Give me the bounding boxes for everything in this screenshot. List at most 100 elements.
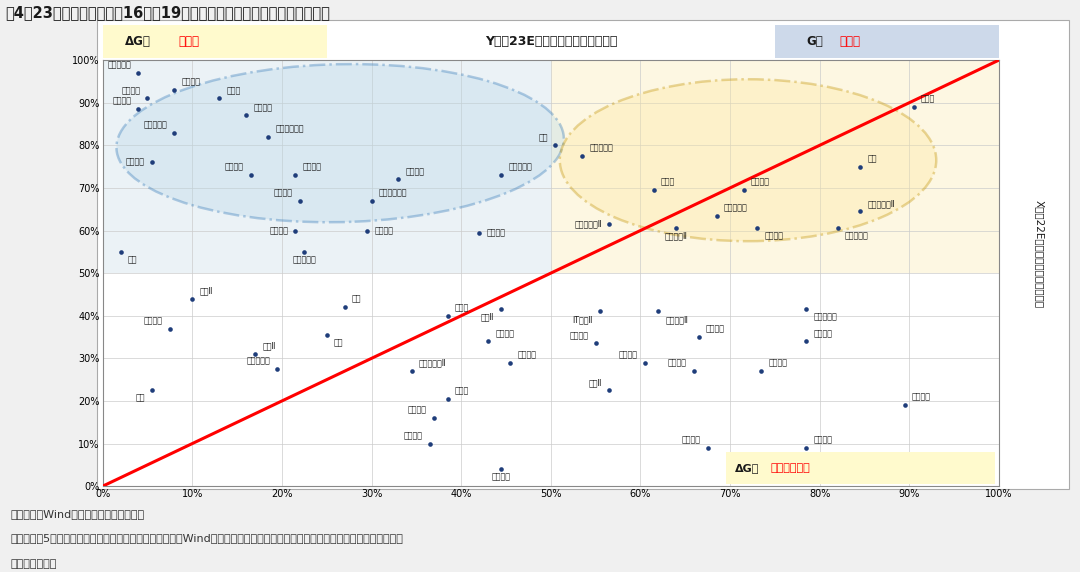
Point bbox=[144, 386, 161, 395]
Text: 休闲食品: 休闲食品 bbox=[406, 167, 424, 176]
Text: 不代表行业增速: 不代表行业增速 bbox=[11, 559, 57, 569]
Text: 数字媒体: 数字媒体 bbox=[269, 226, 288, 235]
Text: 个护用品: 个护用品 bbox=[517, 350, 537, 359]
Point bbox=[184, 294, 201, 303]
Text: 非白酒: 非白酒 bbox=[455, 303, 469, 312]
Text: ΔG：: ΔG： bbox=[734, 463, 759, 473]
Text: 光伏设备: 光伏设备 bbox=[912, 393, 931, 402]
Point bbox=[932, 464, 949, 474]
Point bbox=[492, 464, 510, 474]
Point bbox=[130, 68, 147, 77]
Point bbox=[363, 196, 380, 205]
Point bbox=[144, 158, 161, 167]
Text: 工业金属: 工业金属 bbox=[669, 359, 687, 368]
Text: 农化制品: 农化制品 bbox=[948, 457, 967, 466]
Text: 通信服务: 通信服务 bbox=[492, 472, 511, 482]
Point bbox=[788, 464, 806, 474]
Text: 生物制品: 生物制品 bbox=[253, 103, 272, 112]
Text: 医药商业: 医药商业 bbox=[408, 406, 427, 415]
Text: 普钢: 普钢 bbox=[135, 394, 145, 403]
Point bbox=[645, 185, 662, 194]
Ellipse shape bbox=[559, 80, 936, 241]
Text: 商用车: 商用车 bbox=[227, 86, 241, 95]
Text: 证券Ⅱ: 证券Ⅱ bbox=[200, 287, 213, 295]
Point bbox=[502, 358, 519, 367]
Point bbox=[667, 224, 685, 233]
Point bbox=[905, 102, 922, 112]
Text: 白色家电: 白色家电 bbox=[404, 431, 422, 440]
Point bbox=[798, 305, 815, 314]
Point bbox=[421, 439, 438, 448]
Text: 高弹性: 高弹性 bbox=[179, 35, 200, 48]
Point bbox=[896, 400, 914, 410]
FancyBboxPatch shape bbox=[775, 25, 1008, 58]
Text: 饰品: 饰品 bbox=[334, 338, 343, 347]
Point bbox=[492, 305, 510, 314]
Point bbox=[636, 358, 653, 367]
Text: ΔG：: ΔG： bbox=[125, 35, 151, 48]
Text: 化学制药: 化学制药 bbox=[496, 329, 514, 338]
Text: 能源金属: 能源金属 bbox=[813, 435, 833, 444]
Ellipse shape bbox=[117, 64, 564, 223]
Text: 家电零部件Ⅱ: 家电零部件Ⅱ bbox=[867, 199, 895, 208]
FancyBboxPatch shape bbox=[726, 452, 995, 484]
Point bbox=[161, 324, 178, 333]
Text: 行业排名下降: 行业排名下降 bbox=[770, 463, 810, 473]
Text: 化学纤维: 化学纤维 bbox=[125, 158, 145, 167]
Point bbox=[600, 386, 618, 395]
Point bbox=[260, 132, 278, 141]
Point bbox=[440, 311, 457, 320]
Point bbox=[269, 364, 286, 374]
Text: 消费电子: 消费电子 bbox=[569, 331, 589, 340]
Text: 工程机械: 工程机械 bbox=[144, 316, 163, 325]
Text: 保险Ⅱ: 保险Ⅱ bbox=[262, 341, 275, 351]
Text: 电子化学品Ⅱ: 电子化学品Ⅱ bbox=[575, 220, 602, 229]
Point bbox=[690, 332, 707, 341]
Point bbox=[238, 111, 255, 120]
Text: 白酒Ⅱ: 白酒Ⅱ bbox=[589, 378, 602, 387]
Text: 风电设备: 风电设备 bbox=[302, 162, 322, 172]
Text: 文娱用品: 文娱用品 bbox=[706, 325, 725, 333]
Text: 半导体材料: 半导体材料 bbox=[724, 203, 747, 212]
Text: 小家电: 小家电 bbox=[455, 387, 469, 395]
Point bbox=[471, 228, 488, 237]
Text: 广告营销: 广告营销 bbox=[225, 162, 243, 172]
Text: 通信设备: 通信设备 bbox=[813, 329, 833, 338]
Point bbox=[492, 170, 510, 180]
Point bbox=[286, 226, 303, 235]
Text: 通用设备: 通用设备 bbox=[751, 178, 770, 186]
Text: 医疗服务: 医疗服务 bbox=[681, 435, 701, 444]
Point bbox=[851, 162, 868, 171]
Point bbox=[359, 226, 376, 235]
Point bbox=[246, 349, 264, 359]
Point bbox=[798, 443, 815, 452]
Point bbox=[286, 170, 303, 180]
Text: X轴：22E盈利增速：行业打分排序: X轴：22E盈利增速：行业打分排序 bbox=[1035, 200, 1044, 309]
Point bbox=[573, 152, 591, 161]
Text: 医疗器械: 医疗器械 bbox=[619, 350, 638, 359]
Point bbox=[699, 443, 716, 452]
Text: 电池: 电池 bbox=[867, 154, 877, 163]
Point bbox=[798, 337, 815, 346]
Bar bbox=[103, 60, 551, 273]
Text: 贵金属: 贵金属 bbox=[921, 94, 935, 104]
Text: 电机: 电机 bbox=[539, 133, 549, 142]
Point bbox=[588, 339, 605, 348]
Text: G：: G： bbox=[807, 35, 823, 48]
Text: 汽车零部件: 汽车零部件 bbox=[590, 144, 613, 153]
Point bbox=[242, 170, 259, 180]
Point bbox=[130, 105, 147, 114]
Text: 化学制品: 化学制品 bbox=[374, 226, 393, 235]
Text: 军工电子Ⅱ: 军工电子Ⅱ bbox=[665, 315, 688, 324]
Point bbox=[211, 94, 228, 103]
Text: 自动化设备: 自动化设备 bbox=[509, 162, 532, 172]
Point bbox=[138, 94, 156, 103]
Text: 模拟芯片设计: 模拟芯片设计 bbox=[275, 124, 305, 133]
Point bbox=[546, 141, 564, 150]
Text: 注：以上为5家以上分析师重点覆盖的上市公司盈利预测（Wind一致预期）整体法汇总，为二级行业之间的打分排序分位数，数字: 注：以上为5家以上分析师重点覆盖的上市公司盈利预测（Wind一致预期）整体法汇总… bbox=[11, 533, 404, 543]
Text: 数字芯片设计: 数字芯片设计 bbox=[379, 188, 407, 197]
Point bbox=[480, 337, 497, 346]
Text: 电网设备: 电网设备 bbox=[769, 359, 787, 368]
Point bbox=[292, 196, 309, 205]
Point bbox=[165, 85, 183, 94]
